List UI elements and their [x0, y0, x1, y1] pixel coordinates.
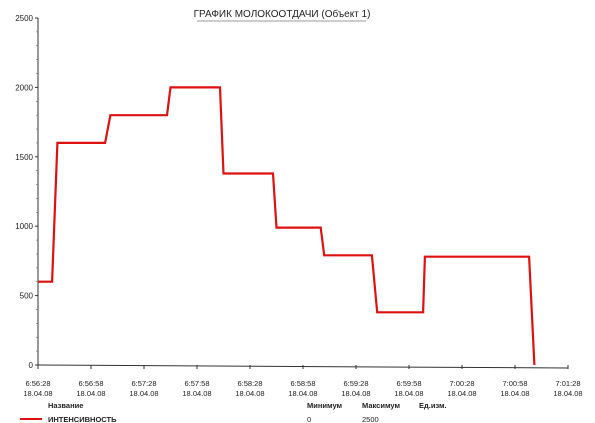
legend-header-name: Название [48, 401, 83, 410]
x-tick-time: 7:00:28 [449, 379, 474, 388]
legend-header-unit: Ед.изм. [419, 401, 447, 410]
series-line-intensity [38, 86, 536, 366]
x-tick-date: 18.04.08 [553, 389, 582, 398]
legend: Название Минимум Максимум Ед.изм. ИНТЕНС… [20, 401, 447, 423]
x-tick-time: 7:00:58 [502, 379, 527, 388]
y-tick-label: 1500 [15, 153, 33, 162]
x-tick-time: 6:57:58 [184, 379, 209, 388]
x-tick-time: 6:57:28 [131, 379, 156, 388]
x-tick-time: 6:58:28 [237, 379, 262, 388]
y-axis-ticks: 0 500 1000 1500 2000 2500 [15, 14, 38, 370]
x-tick-date: 18.04.08 [447, 389, 476, 398]
x-tick-date: 18.04.08 [129, 389, 158, 398]
y-tick-label: 2000 [15, 83, 33, 92]
y-tick-label: 2500 [15, 14, 33, 23]
x-tick-time: 6:56:28 [25, 379, 50, 388]
x-tick-date: 18.04.08 [500, 389, 529, 398]
legend-series-name: ИНТЕНСИВНОСТЬ [48, 415, 117, 423]
x-axis-ticks: 6:56:2818.04.086:56:5818.04.086:57:2818.… [23, 365, 583, 398]
y-tick-label: 1000 [15, 222, 33, 231]
x-tick-time: 6:56:58 [78, 379, 103, 388]
y-tick-label: 0 [29, 361, 34, 370]
axes [37, 18, 569, 369]
y-tick-label: 500 [20, 292, 34, 301]
x-tick-date: 18.04.08 [394, 389, 423, 398]
legend-min-value: 0 [307, 415, 311, 423]
x-tick-time: 6:59:58 [396, 379, 421, 388]
x-tick-time: 6:59:28 [343, 379, 368, 388]
x-tick-date: 18.04.08 [182, 389, 211, 398]
legend-header-min: Минимум [307, 401, 343, 410]
x-tick-date: 18.04.08 [23, 389, 52, 398]
legend-header-max: Максимум [362, 401, 400, 410]
x-tick-date: 18.04.08 [288, 389, 317, 398]
x-tick-time: 6:58:58 [290, 379, 315, 388]
x-tick-date: 18.04.08 [76, 389, 105, 398]
x-tick-date: 18.04.08 [235, 389, 264, 398]
chart-title: ГРАФИК МОЛОКООТДАЧИ (Объект 1) [194, 8, 371, 20]
x-tick-time: 7:01:28 [555, 379, 580, 388]
x-tick-date: 18.04.08 [341, 389, 370, 398]
legend-max-value: 2500 [362, 415, 379, 423]
series-layer [37, 86, 536, 366]
